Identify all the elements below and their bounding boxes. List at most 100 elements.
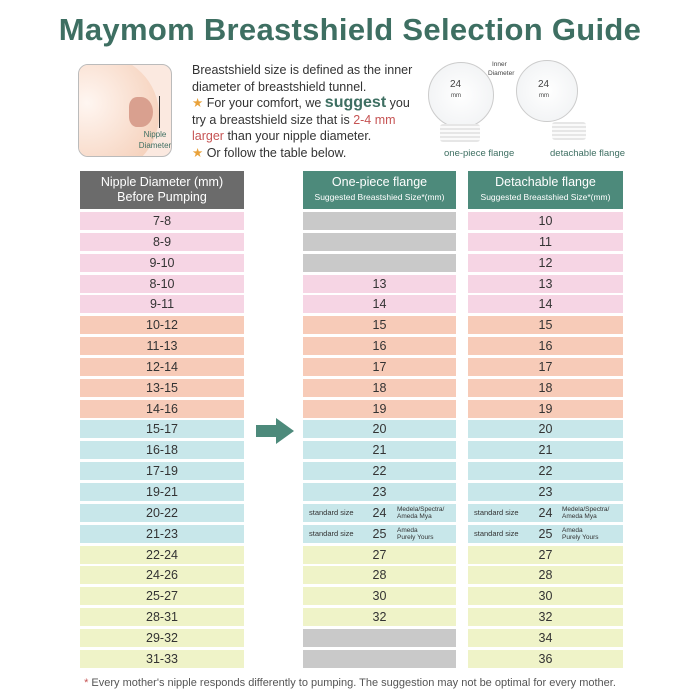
star-icon: ★ xyxy=(192,145,204,160)
cell-value: 8-9 xyxy=(152,234,172,249)
intro-tip-1: ★ For your comfort, we suggest you try a… xyxy=(192,94,410,143)
intro-definition: Breastshield size is defined as the inne… xyxy=(192,63,413,94)
standard-size-label: standard size xyxy=(474,507,519,517)
cell-value: 20 xyxy=(372,422,387,437)
one-piece-header: One-piece flange Suggested Breastshied Si… xyxy=(303,171,456,209)
cell-value: 30 xyxy=(538,589,553,604)
star-icon: ★ xyxy=(192,96,204,110)
cell-value: 10 xyxy=(538,214,553,228)
detachable-cell: 15 xyxy=(468,316,623,335)
one-piece-cell: 24 standard size Medela/Spectra/Ameda Mya xyxy=(303,503,456,522)
one-piece-cell: 23 xyxy=(303,482,456,501)
footnote: * Every mother's nipple responds differe… xyxy=(84,677,616,689)
detachable-cell: 17 xyxy=(468,357,623,376)
detachable-cell: 12 xyxy=(468,253,623,272)
detachable-cell: 36 xyxy=(468,649,623,668)
detachable-cell: 28 xyxy=(468,566,623,585)
cell-value: 27 xyxy=(538,547,553,562)
cell-value: 19 xyxy=(372,401,387,416)
nipple-cell: 13-15 xyxy=(80,378,244,397)
nipple-cell: 9-10 xyxy=(80,253,244,272)
nipple-cell: 21-23 xyxy=(80,524,244,543)
nipple-cell: 17-19 xyxy=(80,462,244,481)
brand-label: Ameda Purely Yours xyxy=(397,526,434,541)
one-piece-cell: 22 xyxy=(303,462,456,481)
detachable-cell: 27 xyxy=(468,545,623,564)
nipple-cell: 11-13 xyxy=(80,337,244,356)
nipple-cell: 28-31 xyxy=(80,608,244,627)
one-piece-label: one-piece flange xyxy=(444,148,515,159)
cell-value: 22 xyxy=(538,464,553,479)
one-piece-cell: 25 standard size Ameda Purely Yours xyxy=(303,524,456,543)
nipple-cell: 10-12 xyxy=(80,316,244,335)
cell-value: 9-10 xyxy=(149,255,175,270)
one-piece-size: 24 xyxy=(450,79,462,90)
detachable-cell: 16 xyxy=(468,337,623,356)
one-piece-cell-unavailable xyxy=(303,253,456,272)
cell-value: 32 xyxy=(538,610,553,625)
cell-value: 18 xyxy=(372,380,387,395)
nipple-cell: 7-8 xyxy=(80,212,244,230)
intro-tip-2: ★ Or follow the table below. xyxy=(192,145,347,160)
detachable-cell: 19 xyxy=(468,399,623,418)
nipple-header: Nipple Diameter (mm) Before Pumping xyxy=(80,171,244,209)
one-piece-column: 13 14 15 16 17 18 19 20 21 22 23 24 standard size Med… xyxy=(303,212,456,671)
standard-size-label: standard size xyxy=(309,528,354,538)
cell-value: 21 xyxy=(372,443,387,458)
one-piece-cell: 28 xyxy=(303,566,456,585)
cell-value: 9-11 xyxy=(149,297,175,312)
brand-label: Medela/Spectra/Ameda Mya xyxy=(397,505,445,520)
nipple-cell: 12-14 xyxy=(80,357,244,376)
cell-value: 27 xyxy=(372,547,387,562)
cell-value: 22-24 xyxy=(146,547,178,562)
cell-value: 17 xyxy=(538,359,553,374)
cell-value: 16-18 xyxy=(146,443,178,458)
cell-value: 17-19 xyxy=(146,464,178,479)
cell-value: 14 xyxy=(538,297,553,312)
detachable-size: 24 xyxy=(538,79,550,90)
cell-value: 18 xyxy=(538,380,553,395)
nipple-cell: 25-27 xyxy=(80,587,244,606)
cell-value: 24 xyxy=(372,505,387,520)
one-piece-cell: 19 xyxy=(303,399,456,418)
one-piece-cell: 21 xyxy=(303,441,456,460)
one-piece-cell-unavailable xyxy=(303,649,456,668)
cell-value: 17 xyxy=(372,359,387,374)
standard-size-label: standard size xyxy=(474,528,519,538)
cell-value: 13 xyxy=(538,276,553,291)
cell-value: 16 xyxy=(538,339,553,354)
cell-value: 28 xyxy=(538,568,553,583)
detachable-cell: 11 xyxy=(468,232,623,251)
nipple-cell: 14-16 xyxy=(80,399,244,418)
illus-label-2: Diameter xyxy=(138,141,172,150)
detachable-cell: 23 xyxy=(468,482,623,501)
cell-value: 19 xyxy=(538,401,553,416)
intro-text: Breastshield size is defined as the inne… xyxy=(192,62,420,161)
nipple-cell: 19-21 xyxy=(80,482,244,501)
cell-value: 28 xyxy=(372,568,387,583)
nipple-cell: 9-11 xyxy=(80,295,244,314)
cell-value: 12-14 xyxy=(146,359,178,374)
cell-value: 22 xyxy=(372,464,387,479)
detachable-cell: 30 xyxy=(468,587,623,606)
cell-value: 23 xyxy=(538,484,553,499)
brand-label: Ameda Purely Yours xyxy=(562,526,599,541)
one-piece-cell: 14 xyxy=(303,295,456,314)
cell-value: 12 xyxy=(538,255,553,270)
cell-value: 15 xyxy=(372,318,387,333)
one-piece-cell: 16 xyxy=(303,337,456,356)
nipple-cell: 20-22 xyxy=(80,503,244,522)
cell-value: 23 xyxy=(372,484,387,499)
cell-value: 14-16 xyxy=(146,401,178,416)
brand-label: Medela/Spectra/Ameda Mya xyxy=(562,505,610,520)
detachable-label: detachable flange xyxy=(550,148,626,159)
detachable-cell: 22 xyxy=(468,462,623,481)
nipple-cell: 15-17 xyxy=(80,420,244,439)
detachable-cell: 18 xyxy=(468,378,623,397)
cell-value: 10-12 xyxy=(146,318,178,333)
cell-value: 16 xyxy=(372,339,387,354)
one-piece-cell: 13 xyxy=(303,274,456,293)
one-piece-cell-unavailable xyxy=(303,232,456,251)
nipple-cell: 22-24 xyxy=(80,545,244,564)
one-piece-cell-unavailable xyxy=(303,628,456,647)
